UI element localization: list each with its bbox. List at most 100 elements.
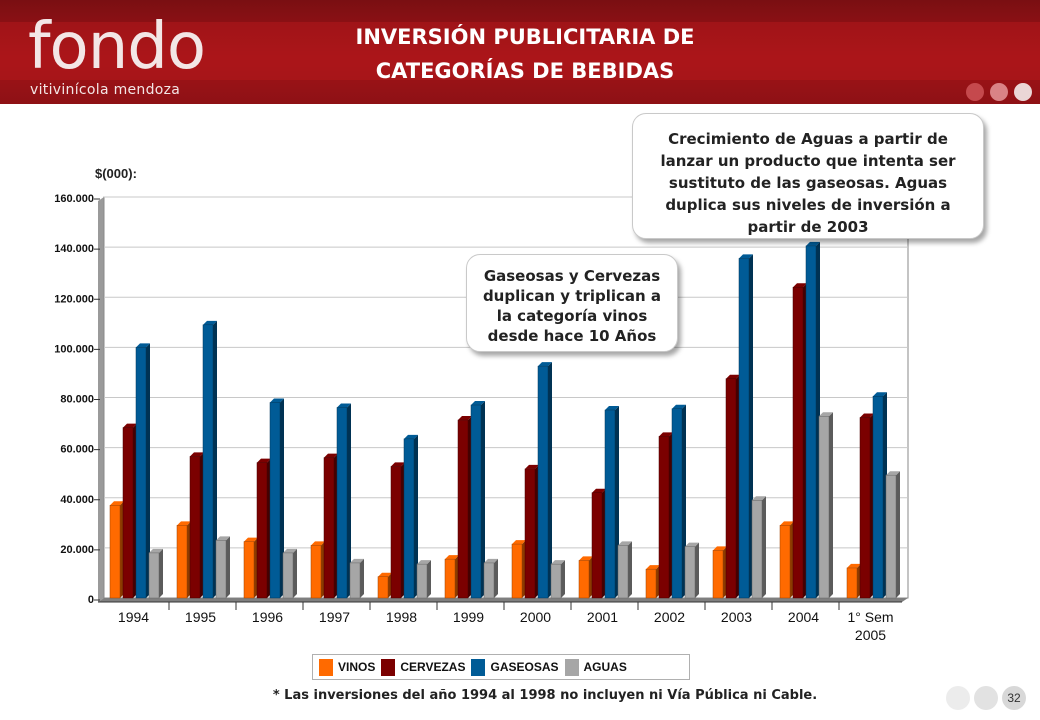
decor-dot-1 (966, 83, 984, 101)
bar-vinos (846, 567, 858, 599)
decor-dot-2 (990, 83, 1008, 101)
bar-top-vinos (713, 546, 727, 551)
bar-top-aguas (685, 542, 699, 547)
bar-aguas (684, 546, 696, 599)
bar-top-vinos (445, 555, 459, 560)
bar-cervezas (189, 456, 201, 599)
bar-vinos (444, 558, 456, 599)
y-tick-label: 40.000 (60, 494, 94, 506)
y-tick-label: 120.000 (54, 293, 94, 305)
bar-side-aguas (360, 558, 364, 598)
bar-aguas (550, 563, 562, 599)
legend-swatch-cervezas (381, 658, 396, 676)
bar-top-aguas (752, 496, 766, 501)
bar-aguas (215, 540, 227, 599)
bar-vinos (176, 525, 188, 599)
bar-top-cervezas (525, 464, 539, 469)
callout-gaseosas: Gaseosas y Cervezas duplican y triplican… (466, 254, 678, 352)
bar-cervezas (658, 436, 670, 599)
bar-cervezas (725, 378, 737, 599)
bar-cervezas (323, 457, 335, 599)
callout-aguas: Crecimiento de Aguas a partir de lanzar … (632, 113, 984, 239)
bar-top-cervezas (458, 416, 472, 421)
page-number: 32 (1002, 686, 1026, 710)
legend-label-vinos: VINOS (338, 660, 376, 674)
bar-side-aguas (829, 412, 833, 598)
bar-top-vinos (378, 572, 392, 577)
x-tick-label: 1995 (185, 609, 216, 625)
bar-top-gaseosas (672, 404, 686, 409)
bar-side-aguas (762, 496, 766, 598)
bar-top-gaseosas (538, 362, 552, 367)
bar-cervezas (591, 492, 603, 599)
x-tick-label: 2000 (520, 609, 551, 625)
legend-item-vinos: VINOS (319, 658, 376, 676)
bar-side-aguas (695, 542, 699, 598)
bar-gaseosas (805, 245, 817, 599)
callout-gaseosas-line: Gaseosas y Cervezas (483, 267, 661, 285)
legend-item-cervezas: CERVEZAS (381, 658, 465, 676)
y-tick-label: 140.000 (54, 243, 94, 255)
bar-top-gaseosas (471, 401, 485, 406)
y-tick-label: 100.000 (54, 343, 94, 355)
callout-aguas-line: Crecimiento de Aguas a partir de (668, 130, 948, 148)
logo-wordmark: fondo (28, 10, 206, 84)
bar-side-gaseosas (213, 320, 217, 598)
bar-top-cervezas (860, 413, 874, 418)
bar-side-aguas (293, 548, 297, 598)
footer-dot-1 (946, 686, 970, 710)
bar-gaseosas (604, 409, 616, 599)
bar-cervezas (256, 462, 268, 599)
bar-side-aguas (226, 536, 230, 598)
bar-side-aguas (159, 548, 163, 598)
bar-vinos (779, 525, 791, 599)
bar-aguas (483, 562, 495, 599)
x-tick-label: 2003 (721, 609, 752, 625)
bar-aguas (818, 416, 830, 599)
x-tick-label: 2002 (654, 609, 685, 625)
bar-side-aguas (628, 541, 632, 598)
x-tick-label: 1996 (252, 609, 283, 625)
footnote: * Las inversiones del año 1994 al 1998 n… (272, 688, 818, 703)
callout-aguas-line: sustituto de las gaseosas. Aguas (668, 174, 948, 192)
bar-vinos (377, 576, 389, 599)
bar-top-cervezas (726, 374, 740, 379)
bar-vinos (310, 545, 322, 599)
y-tick-label: 80.000 (60, 394, 94, 406)
legend-item-aguas: AGUAS (564, 658, 627, 676)
chart-legend: VINOS CERVEZAS GASEOSAS AGUAS (312, 654, 690, 680)
bar-top-aguas (819, 412, 833, 417)
y-tick-label: 60.000 (60, 444, 94, 456)
callout-gaseosas-line: la categoría vinos (496, 307, 648, 325)
bar-top-cervezas (257, 458, 271, 463)
bar-aguas (148, 552, 160, 599)
bar-top-gaseosas (605, 406, 619, 411)
bar-gaseosas (872, 395, 884, 599)
bar-cervezas (859, 417, 871, 599)
bar-aguas (617, 545, 629, 599)
footer-dot-2 (974, 686, 998, 710)
bar-side-gaseosas (347, 403, 351, 598)
callout-aguas-line: duplica sus niveles de inversión a (665, 196, 951, 214)
bar-top-gaseosas (136, 343, 150, 348)
title-line-2: CATEGORÍAS DE BEBIDAS (375, 59, 675, 83)
plot-floor (98, 598, 908, 602)
bar-top-gaseosas (739, 254, 753, 259)
callout-gaseosas-line: duplican y triplican a (482, 287, 662, 305)
bar-vinos (645, 568, 657, 599)
legend-item-gaseosas: GASEOSAS (471, 658, 559, 676)
legend-swatch-aguas (564, 658, 579, 676)
bar-gaseosas (135, 347, 147, 599)
y-axis-label: $(000): (95, 166, 137, 181)
bar-top-aguas (551, 560, 565, 565)
bar-top-gaseosas (873, 392, 887, 397)
bar-top-aguas (149, 548, 163, 553)
bar-vinos (712, 550, 724, 599)
y-tick-label: 0 (88, 594, 94, 606)
bar-gaseosas (269, 402, 281, 599)
bar-cervezas (457, 419, 469, 599)
bar-top-aguas (484, 558, 498, 563)
bar-top-gaseosas (270, 398, 284, 403)
bar-top-aguas (216, 536, 230, 541)
